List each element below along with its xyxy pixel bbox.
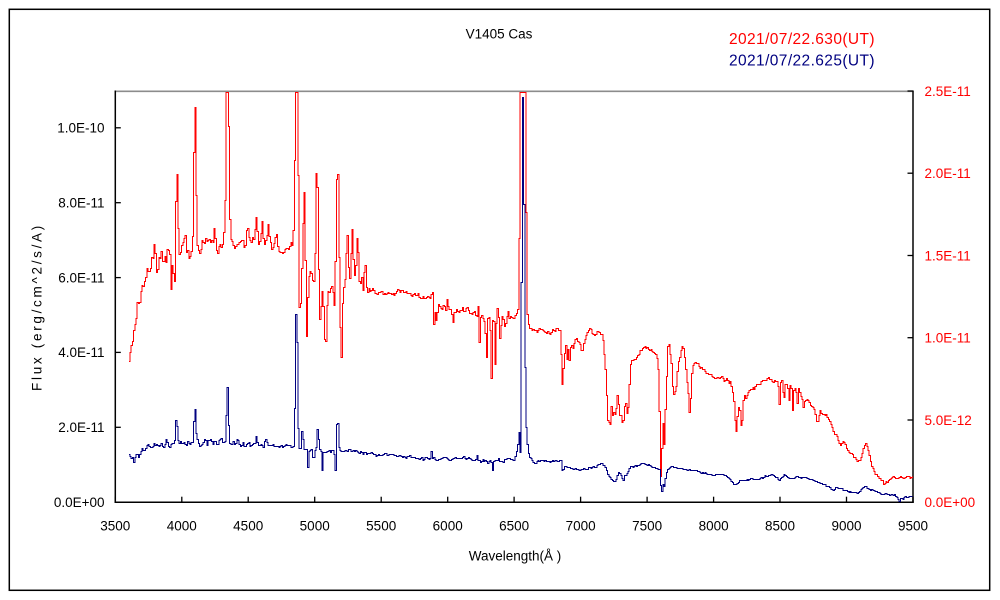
- svg-text:2.0E-11: 2.0E-11: [58, 420, 104, 435]
- svg-text:6000: 6000: [433, 519, 463, 534]
- svg-text:5000: 5000: [300, 519, 330, 534]
- svg-text:1.5E-11: 1.5E-11: [925, 248, 971, 263]
- svg-text:2.0E-11: 2.0E-11: [925, 166, 971, 181]
- svg-text:6.0E-11: 6.0E-11: [58, 270, 104, 285]
- svg-text:5.0E-12: 5.0E-12: [925, 413, 972, 428]
- svg-text:7500: 7500: [632, 519, 662, 534]
- svg-text:8000: 8000: [699, 519, 729, 534]
- svg-text:Wavelength(Å ): Wavelength(Å ): [469, 549, 562, 564]
- svg-text:6500: 6500: [499, 519, 529, 534]
- svg-text:4000: 4000: [167, 519, 197, 534]
- svg-text:2021/07/22.625(UT): 2021/07/22.625(UT): [729, 53, 875, 70]
- svg-text:9500: 9500: [898, 519, 928, 534]
- svg-text:8500: 8500: [765, 519, 795, 534]
- svg-text:1.0E-10: 1.0E-10: [57, 121, 104, 136]
- svg-text:9000: 9000: [831, 519, 861, 534]
- svg-text:4500: 4500: [233, 519, 263, 534]
- svg-text:Flux (erg/cm^2/s/A): Flux (erg/cm^2/s/A): [30, 223, 45, 391]
- svg-text:2021/07/22.630(UT): 2021/07/22.630(UT): [729, 31, 875, 48]
- svg-text:5500: 5500: [366, 519, 396, 534]
- svg-text:7000: 7000: [566, 519, 596, 534]
- svg-text:8.0E-11: 8.0E-11: [58, 196, 104, 211]
- svg-text:2.5E-11: 2.5E-11: [925, 84, 971, 99]
- svg-text:1.0E-11: 1.0E-11: [925, 331, 971, 346]
- svg-text:0.0E+00: 0.0E+00: [54, 495, 105, 510]
- svg-text:4.0E-11: 4.0E-11: [58, 345, 104, 360]
- svg-text:3500: 3500: [100, 519, 130, 534]
- svg-text:0.0E+00: 0.0E+00: [925, 495, 976, 510]
- svg-text:V1405 Cas: V1405 Cas: [466, 27, 533, 42]
